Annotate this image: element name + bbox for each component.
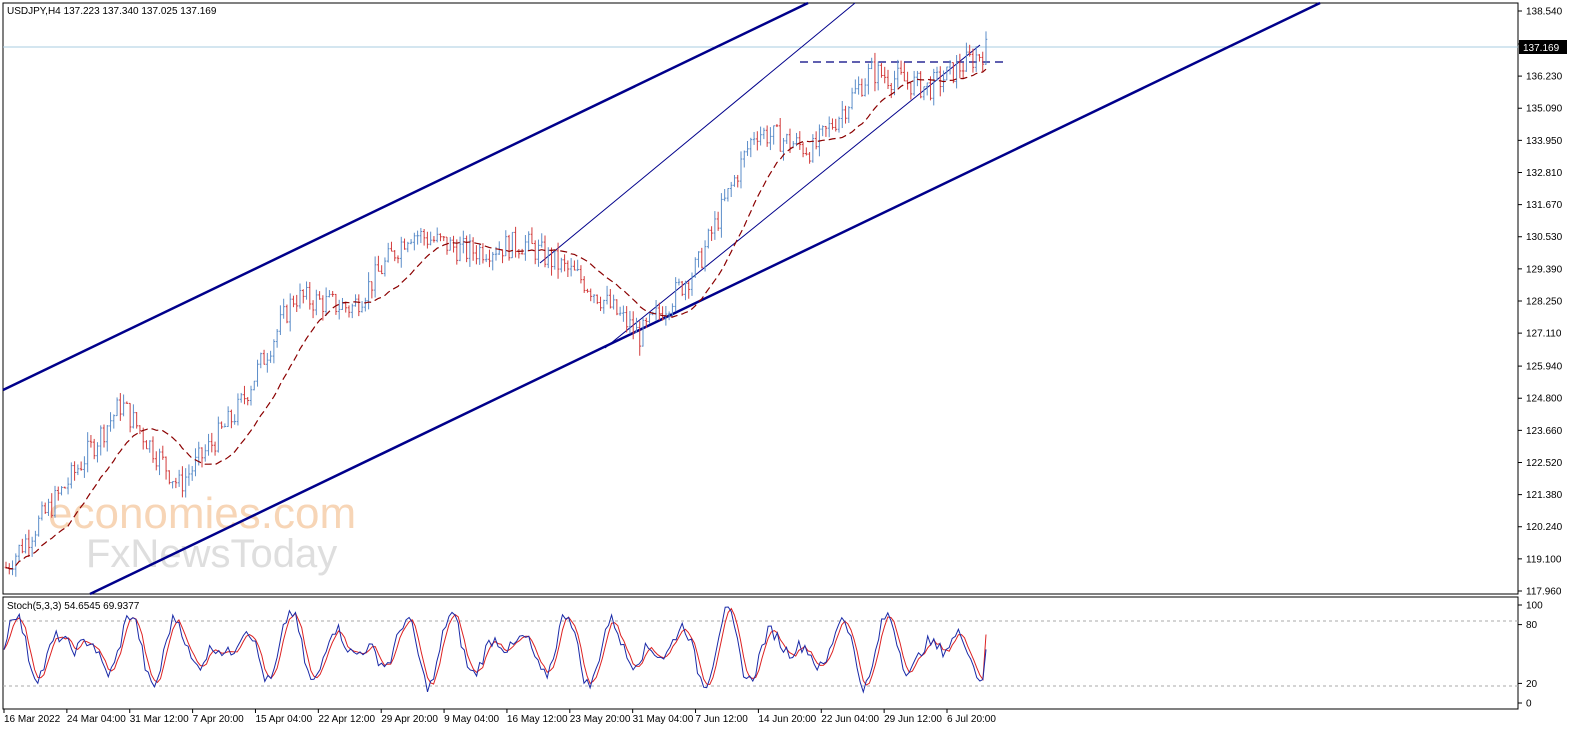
inner-channel-lower-line [604,44,981,349]
price-tick-label: 125.940 [1526,362,1563,373]
stoch-tick-label: 80 [1526,620,1538,631]
current-price-label: 137.169 [1523,43,1560,54]
time-tick-label: 22 Apr 12:00 [318,714,375,725]
price-panel-frame [2,2,1519,595]
symbol-header: USDJPY,H4 137.223 137.340 137.025 137.16… [7,6,217,17]
time-tick-label: 16 May 12:00 [507,714,568,725]
time-tick-label: 24 Mar 04:00 [67,714,126,725]
price-tick-label: 119.100 [1526,554,1562,565]
price-tick-label: 135.090 [1526,104,1563,115]
inner-channel-upper-line [539,2,856,264]
price-tick-label: 129.390 [1526,264,1563,275]
stoch-axis: 100 80 20 0 [1518,601,1543,710]
current-price-badge: 137.169 [1519,40,1567,54]
price-tick-label: 121.380 [1526,490,1563,501]
price-tick-label: 128.250 [1526,297,1563,308]
channel-upper-line [2,1,809,392]
time-tick-label: 31 Mar 12:00 [130,714,189,725]
price-tick-label: 124.800 [1526,394,1563,405]
stoch-title: Stoch(5,3,3) 54.6545 69.9377 [7,601,140,612]
price-tick-label: 120.240 [1526,522,1563,533]
watermark: economies.com FxNewsToday [48,489,356,576]
time-tick-label: 9 May 04:00 [444,714,499,725]
price-tick-label: 130.530 [1526,232,1563,243]
time-tick-label: 7 Jun 12:00 [696,714,749,725]
time-tick-label: 29 Jun 12:00 [884,714,942,725]
watermark-line2: FxNewsToday [86,532,337,576]
moving-average-line [5,68,987,570]
time-axis: 16 Mar 2022 24 Mar 04:00 31 Mar 12:00 7 Apr… [3,709,996,725]
stoch-tick-label: 0 [1526,699,1532,710]
price-tick-label: 136.230 [1526,72,1563,83]
stoch-main-line [3,606,987,694]
price-tick-label: 138.540 [1526,7,1563,18]
time-tick-label: 15 Apr 04:00 [255,714,312,725]
stoch-panel-frame [2,596,1519,710]
time-tick-label: 7 Apr 20:00 [193,714,245,725]
time-tick-label: 14 Jun 20:00 [758,714,816,725]
time-tick-label: 23 May 20:00 [570,714,631,725]
price-axis: 138.540137.370136.230135.090133.950132.8… [1518,7,1563,598]
price-tick-label: 132.810 [1526,168,1563,179]
price-tick-label: 131.670 [1526,200,1563,211]
stoch-tick-label: 100 [1526,601,1543,612]
candles [4,31,988,577]
time-tick-label: 29 Apr 20:00 [381,714,438,725]
stoch-signal-line [3,607,987,686]
time-tick-label: 6 Jul 20:00 [947,714,996,725]
stoch-tick-label: 20 [1526,679,1538,690]
price-tick-label: 127.110 [1526,329,1562,340]
channel-lower-line [89,1,1321,596]
price-tick-label: 122.520 [1526,458,1563,469]
time-tick-label: 16 Mar 2022 [4,714,61,725]
time-tick-label: 31 May 04:00 [633,714,694,725]
price-tick-label: 123.660 [1526,426,1563,437]
watermark-line1: economies.com [48,489,356,538]
price-tick-label: 133.950 [1526,136,1563,147]
price-tick-label: 117.960 [1526,587,1562,598]
time-tick-label: 22 Jun 04:00 [821,714,879,725]
